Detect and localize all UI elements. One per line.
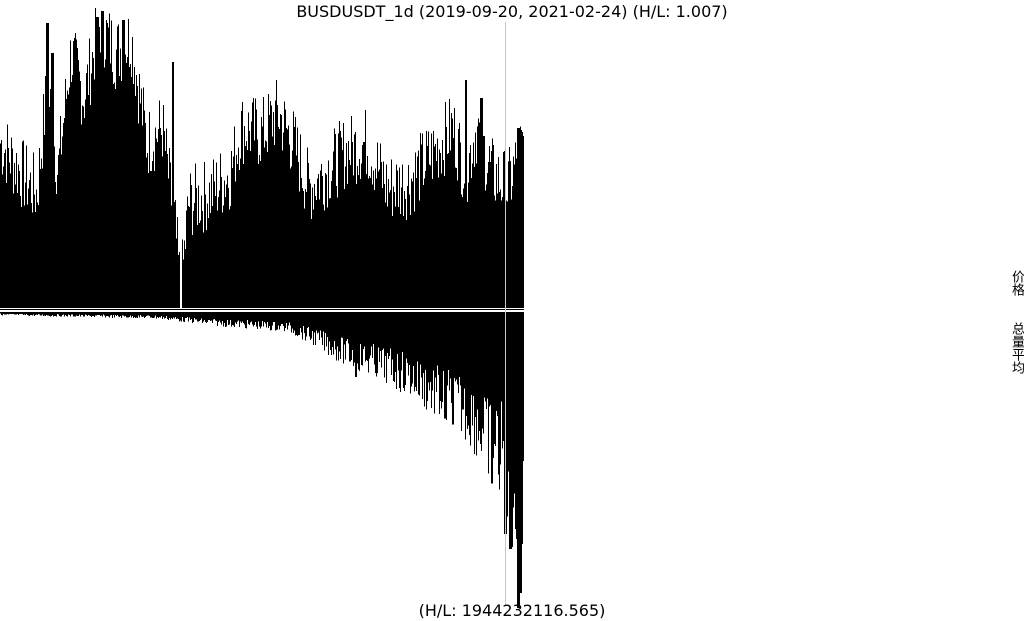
chart-title: BUSDUSDT_1d (2019-09-20, 2021-02-24) (H/…	[296, 2, 728, 21]
volume-bars	[0, 312, 524, 608]
legend-item-volume-average: 总量平均	[1009, 322, 1024, 375]
legend-item-price: 价格	[1009, 270, 1024, 296]
volume-hl-label: (H/L: 1944232116.565)	[418, 601, 606, 620]
price-bars	[0, 8, 524, 308]
legend: 价格 总量平均	[1006, 270, 1024, 374]
